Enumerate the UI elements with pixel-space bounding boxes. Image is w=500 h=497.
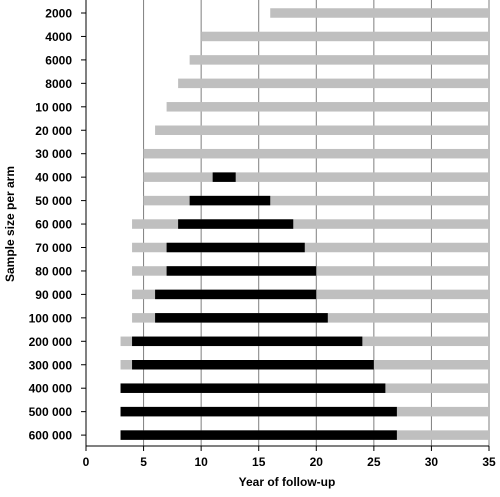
bar-black-14 <box>132 336 363 347</box>
y-tick-label-4: 10 000 <box>35 100 72 114</box>
x-tick-label-35: 35 <box>482 455 496 469</box>
y-tick-label-16: 400 000 <box>29 382 73 396</box>
x-tick-label-20: 20 <box>310 455 324 469</box>
bar-gray-3 <box>178 78 489 89</box>
bar-black-18 <box>120 430 397 440</box>
y-tick-label-15: 300 000 <box>29 358 73 372</box>
y-tick-label-7: 40 000 <box>35 171 72 185</box>
x-tick-label-10: 10 <box>194 455 208 469</box>
bar-gray-8 <box>143 195 490 206</box>
y-tick-label-17: 500 000 <box>29 405 73 419</box>
bar-black-13 <box>155 313 328 323</box>
axes <box>85 0 489 447</box>
bar-gray-0 <box>270 8 489 18</box>
x-tick-label-0: 0 <box>83 455 90 469</box>
bar-black-12 <box>155 289 317 300</box>
bar-gray-4 <box>166 102 489 112</box>
bar-gray-5 <box>155 125 490 135</box>
bar-black-8 <box>189 195 271 206</box>
bar-black-17 <box>120 406 397 417</box>
bar-gray-10 <box>132 242 490 253</box>
bar-black-15 <box>132 360 374 370</box>
x-axis-label: Year of follow-up <box>239 475 336 489</box>
y-tick-label-5: 20 000 <box>35 124 72 138</box>
bar-black-11 <box>166 266 317 276</box>
x-tick-label-15: 15 <box>252 455 266 469</box>
y-tick-label-14: 200 000 <box>29 335 73 349</box>
bar-gray-9 <box>132 219 490 229</box>
y-tick-label-13: 100 000 <box>29 311 73 325</box>
x-tick-labels: 0 5 10 15 20 25 30 35 <box>83 446 496 469</box>
y-tick-label-6: 30 000 <box>35 147 72 161</box>
y-tick-label-1: 4000 <box>45 30 72 44</box>
x-tick-label-5: 5 <box>140 455 147 469</box>
y-axis-label: Sample size per arm <box>3 166 17 282</box>
bars <box>120 8 490 440</box>
bar-gray-6 <box>143 148 490 159</box>
y-tick-label-3: 8000 <box>45 77 72 91</box>
x-tick-label-30: 30 <box>425 455 439 469</box>
y-tick-label-0: 2000 <box>45 7 72 21</box>
bar-gray-1 <box>201 31 489 42</box>
bar-black-7 <box>212 172 236 182</box>
bar-black-9 <box>178 219 294 229</box>
y-tick-label-9: 60 000 <box>35 218 72 232</box>
y-tick-label-10: 70 000 <box>35 241 72 255</box>
x-tick-label-25: 25 <box>367 455 381 469</box>
y-tick-label-18: 600 000 <box>29 429 73 443</box>
bar-gray-7 <box>143 172 490 182</box>
y-tick-label-2: 6000 <box>45 53 72 67</box>
bar-black-16 <box>120 383 386 393</box>
y-tick-labels: 2000 4000 6000 8000 10 000 20 000 30 000 40 000… <box>29 7 86 443</box>
bar-gray-2 <box>189 55 489 65</box>
y-tick-label-11: 80 000 <box>35 264 72 278</box>
bar-black-10 <box>166 242 305 253</box>
y-tick-label-12: 90 000 <box>35 288 72 302</box>
y-tick-label-8: 50 000 <box>35 194 72 208</box>
